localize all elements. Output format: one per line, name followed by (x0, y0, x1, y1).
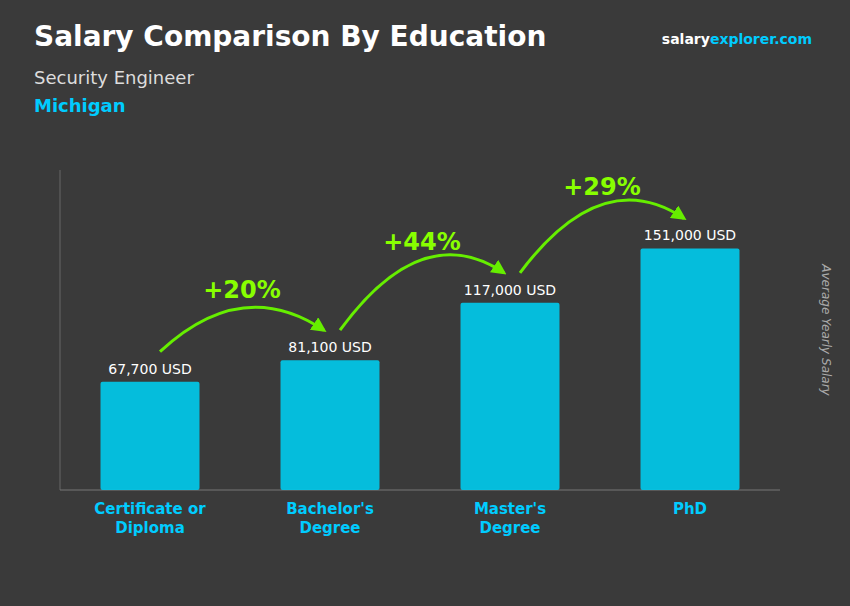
value-label: 151,000 USD (644, 227, 736, 243)
growth-label: +29% (563, 173, 641, 201)
x-tick-label-line: PhD (673, 500, 707, 518)
bar (101, 382, 200, 490)
website-part: salary (662, 31, 710, 47)
x-tick-label-line: Diploma (115, 519, 185, 537)
y-axis-label: Average Yearly Salary (819, 263, 833, 396)
x-tick-label-line: Degree (479, 519, 540, 537)
x-tick-label: Certificate orDiploma (94, 500, 206, 537)
x-tick-label: Bachelor'sDegree (286, 500, 374, 537)
y-axis-line (60, 170, 61, 490)
growth-arrow (520, 200, 684, 273)
subtitle: Michigan (34, 95, 126, 116)
bar (641, 248, 740, 490)
chart-root: Salary Comparison By Education Security E… (0, 0, 850, 606)
bar (461, 303, 560, 490)
growth-label: +20% (203, 276, 281, 304)
x-tick-label-line: Master's (474, 500, 546, 518)
value-label: 67,700 USD (108, 361, 191, 377)
x-tick-label: PhD (673, 500, 707, 518)
x-tick-label-line: Certificate or (94, 500, 206, 518)
growth-label: +44% (383, 228, 461, 256)
x-tick-label: Master'sDegree (474, 500, 546, 537)
subtitle: Security Engineer (34, 67, 194, 88)
value-label: 117,000 USD (464, 282, 556, 298)
background (0, 0, 850, 606)
growth-arrow (340, 255, 504, 331)
website-part: explorer (710, 31, 776, 47)
x-tick-label-line: Degree (299, 519, 360, 537)
bars (101, 248, 740, 490)
x-tick-label-line: Bachelor's (286, 500, 374, 518)
bar (281, 360, 380, 490)
title: Salary Comparison By Education (34, 20, 546, 53)
growth-arrow (160, 307, 324, 351)
value-label: 81,100 USD (288, 339, 371, 355)
website-part: .com (774, 31, 812, 47)
website: salaryexplorer.com (662, 31, 812, 47)
